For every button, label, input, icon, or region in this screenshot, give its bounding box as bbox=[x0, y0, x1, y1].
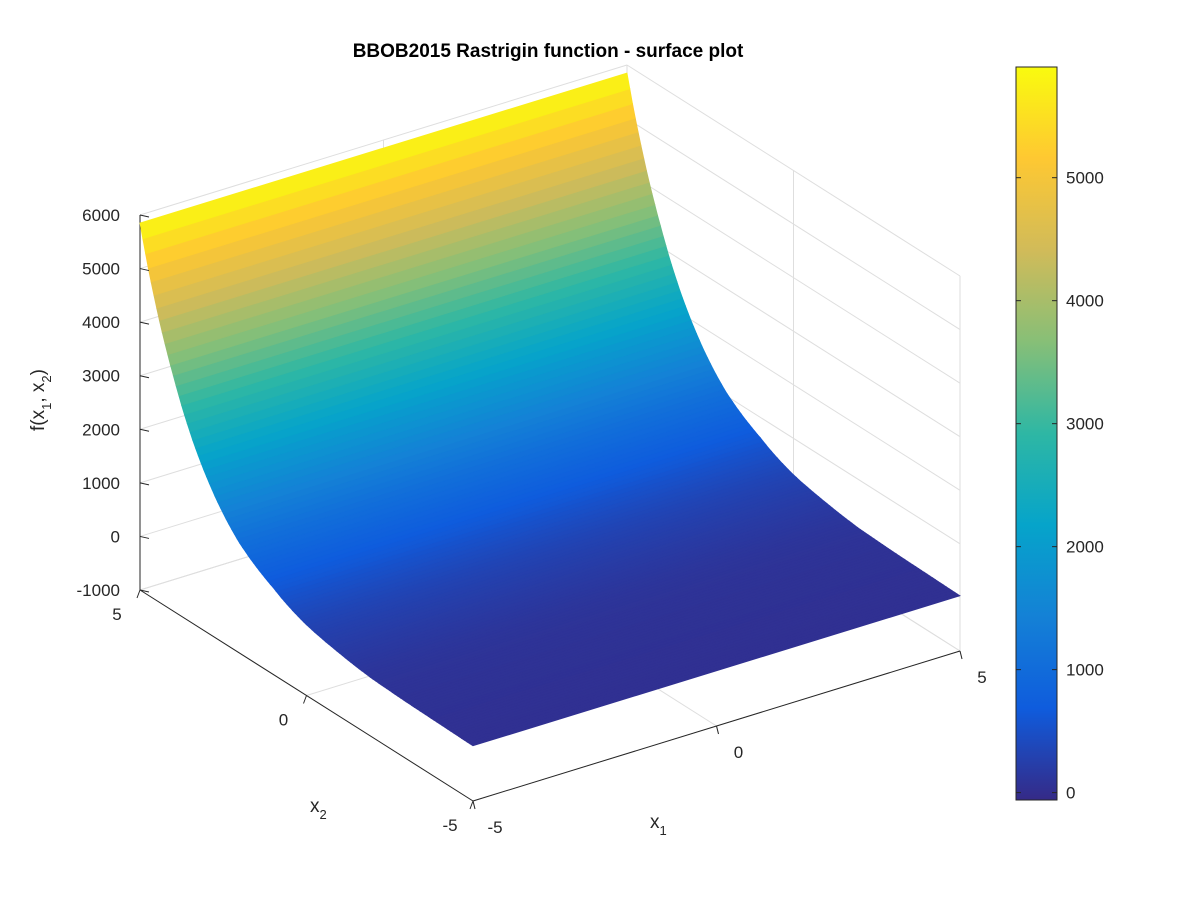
colorbar-tick-label-0: 0 bbox=[1066, 784, 1075, 803]
z-tick-mark-7 bbox=[139, 214, 150, 218]
x2-tick-label-2: 5 bbox=[112, 605, 121, 624]
z-tick-mark-2 bbox=[139, 482, 150, 486]
colorbar-gradient bbox=[1015, 66, 1058, 801]
x2-tick-label-0: -5 bbox=[442, 816, 457, 835]
z-tick-label-4: 3000 bbox=[82, 367, 120, 386]
colorbar-tick-label-3: 3000 bbox=[1066, 415, 1104, 434]
z-tick-label-3: 2000 bbox=[82, 420, 120, 439]
z-tick-label-6: 5000 bbox=[82, 260, 120, 279]
z-tick-label-7: 6000 bbox=[82, 206, 120, 225]
x1-tick-label-0: -5 bbox=[487, 818, 502, 837]
z-tick-mark-0 bbox=[139, 589, 150, 593]
z-tick-mark-5 bbox=[139, 321, 150, 325]
x2-tick-mark-2 bbox=[136, 589, 141, 599]
x1-tick-label-2: 5 bbox=[977, 668, 986, 687]
colorbar: 0 1000 2000 3000 4000 5000 bbox=[1015, 66, 1104, 803]
z-tick-label-2: 1000 bbox=[82, 474, 120, 493]
x1-tick-mark-0 bbox=[472, 800, 476, 810]
colorbar-ticks: 0 1000 2000 3000 4000 5000 bbox=[1016, 169, 1104, 803]
x2-tick-mark-1 bbox=[303, 695, 307, 704]
z-tick-label-0: -1000 bbox=[77, 581, 120, 600]
z-axis-label: f(x1, x2) bbox=[28, 369, 54, 431]
x2-axis-label: x2 bbox=[310, 796, 327, 822]
z-tick-mark-4 bbox=[139, 375, 150, 379]
z-tick-mark-6 bbox=[139, 268, 150, 272]
colorbar-tick-label-2: 2000 bbox=[1066, 538, 1104, 557]
chart-title: BBOB2015 Rastrigin function - surface pl… bbox=[353, 41, 744, 62]
x1-axis-label: x1 bbox=[650, 812, 667, 838]
colorbar-tick-label-1: 1000 bbox=[1066, 661, 1104, 680]
surface bbox=[139, 72, 961, 747]
colorbar-tick-label-4: 4000 bbox=[1066, 292, 1104, 311]
z-tick-mark-1 bbox=[139, 535, 150, 539]
z-tick-label-1: 0 bbox=[111, 527, 120, 546]
x1-tick-label-1: 0 bbox=[734, 743, 743, 762]
x1-tick-mark-2 bbox=[959, 650, 963, 660]
surface-strip-119 bbox=[139, 72, 631, 240]
x2-tick-mark-0 bbox=[469, 800, 474, 810]
x2-tick-label-1: 0 bbox=[279, 711, 288, 730]
z-tick-label-5: 4000 bbox=[82, 313, 120, 332]
x1-tick-mark-1 bbox=[716, 725, 719, 735]
tick-labels: -5 0 5 -5 0 5 -1000 0 1000 2000 3000 4000 5000 6000 bbox=[77, 206, 987, 837]
colorbar-tick-label-5: 5000 bbox=[1066, 169, 1104, 188]
z-tick-mark-3 bbox=[139, 428, 150, 432]
